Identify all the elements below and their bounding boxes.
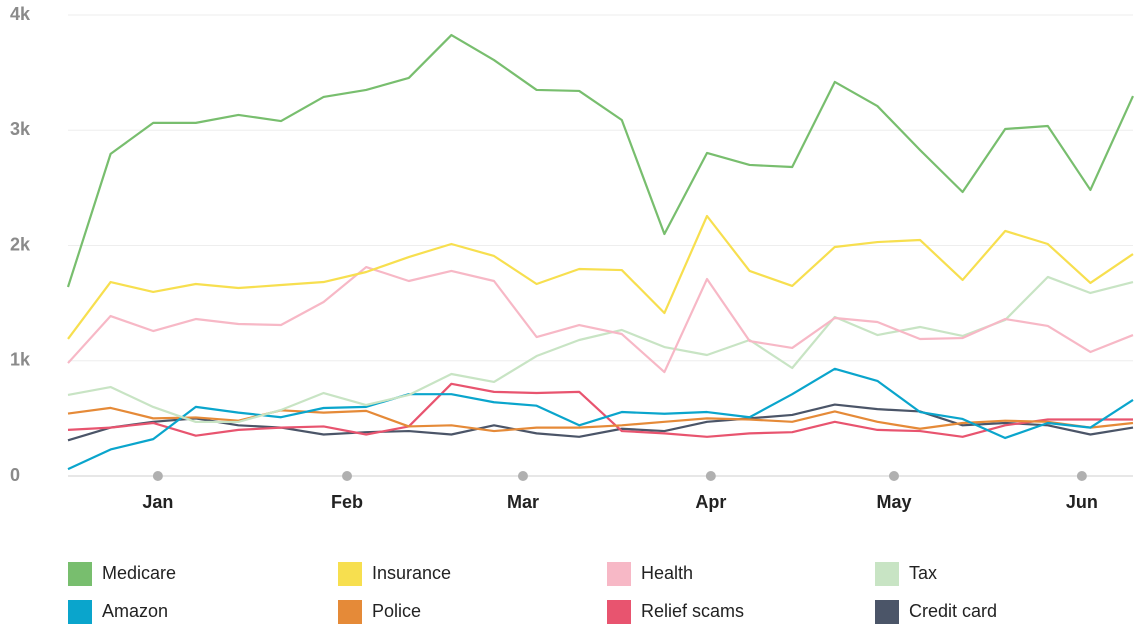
series-line [67, 214, 1134, 340]
x-tick-label: Jun [1066, 492, 1098, 512]
legend-swatch [68, 600, 92, 624]
x-tick-dot [889, 471, 900, 481]
legend-label: Medicare [102, 563, 176, 583]
y-tick-label: 4k [10, 4, 31, 24]
x-tick-dot [705, 471, 716, 481]
legend-swatch [607, 600, 631, 624]
y-tick-label: 2k [10, 234, 31, 254]
legend-swatch [875, 562, 899, 586]
x-tick-dot [517, 471, 528, 481]
series-line [66, 33, 1135, 288]
series-line [67, 382, 1133, 438]
series-line [67, 275, 1134, 424]
legend-label: Amazon [102, 601, 168, 621]
legend-swatch [607, 562, 631, 586]
x-tick-label: Feb [331, 492, 363, 512]
legend-label: Credit card [909, 601, 997, 621]
x-tick-label: May [877, 492, 912, 512]
x-tick-dot [342, 471, 353, 481]
legend-label: Police [372, 601, 421, 621]
legend-swatch [338, 600, 362, 624]
legend-label: Relief scams [641, 601, 744, 621]
legend-label: Tax [909, 563, 937, 583]
y-tick-label: 3k [10, 119, 31, 139]
x-tick-label: Apr [695, 492, 726, 512]
y-tick-label: 1k [10, 350, 31, 370]
y-tick-label: 0 [10, 465, 20, 485]
series-line [67, 265, 1134, 374]
legend-label: Insurance [372, 563, 451, 583]
series-line [67, 367, 1134, 471]
x-tick-dot [152, 471, 163, 481]
legend-swatch [338, 562, 362, 586]
legend-swatch [875, 600, 899, 624]
legend-swatch [68, 562, 92, 586]
x-tick-label: Mar [507, 492, 539, 512]
x-tick-label: Jan [142, 492, 173, 512]
x-tick-dot [1076, 471, 1087, 481]
legend-label: Health [641, 563, 693, 583]
